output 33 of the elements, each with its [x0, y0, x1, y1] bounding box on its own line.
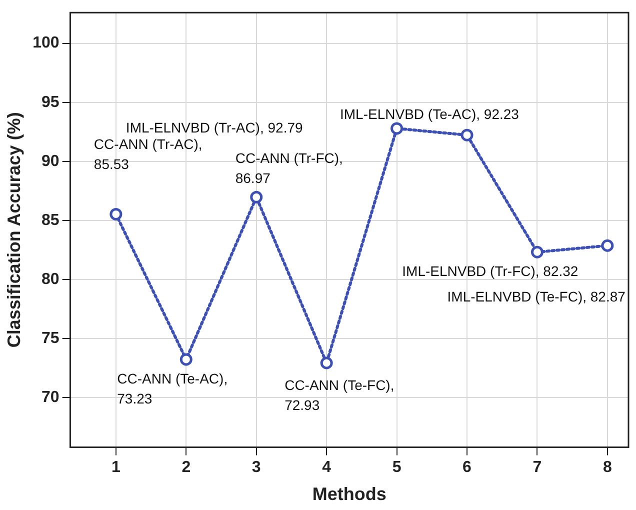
- x-tick-label: 1: [111, 459, 120, 476]
- annotation: CC-ANN (Te-AC), 73.23: [117, 370, 228, 406]
- y-axis-title: Classification Accuracy (%): [4, 112, 24, 348]
- point: [110, 208, 122, 220]
- x-tick-label: 8: [602, 459, 612, 476]
- x-tick-label: 7: [532, 459, 542, 476]
- x-tick-label: 5: [392, 459, 402, 476]
- annotation: IML-ELNVBD (Tr-FC), 82.32: [402, 262, 578, 279]
- point: [530, 246, 544, 258]
- annotation: IML-ELNVBD (Tr-AC), 92.79: [126, 119, 303, 136]
- annotation: CC-ANN (Tr-AC), 85.53: [94, 136, 202, 172]
- point: [320, 356, 333, 370]
- x-tick-label: 3: [252, 459, 261, 476]
- y-tick-label: 75: [42, 330, 60, 347]
- y-tick-label: 80: [42, 270, 60, 288]
- x-tick-label: 6: [462, 459, 472, 476]
- y-tick-label: 85: [42, 212, 60, 229]
- point: [390, 122, 404, 135]
- x-tick-label: 2: [182, 459, 191, 476]
- y-tick-label: 100: [32, 34, 60, 52]
- point: [460, 128, 474, 142]
- annotation: CC-ANN (Tr-FC), 86.97: [235, 150, 343, 186]
- y-tick-label: 70: [42, 389, 60, 406]
- x-tick-label: 4: [322, 459, 332, 476]
- annotation: IML-ELNVBD (Te-AC), 92.23: [340, 106, 520, 122]
- annotation: CC-ANN (Te-FC), 72.93: [284, 376, 394, 413]
- y-tick-label: 95: [42, 94, 60, 111]
- annotation: IML-ELNVBD (Te-FC), 82.87: [447, 288, 626, 304]
- point: [180, 353, 192, 366]
- point: [250, 190, 263, 204]
- x-axis-title: Methods: [312, 484, 386, 504]
- point: [601, 239, 614, 252]
- y-tick-label: 90: [42, 152, 60, 170]
